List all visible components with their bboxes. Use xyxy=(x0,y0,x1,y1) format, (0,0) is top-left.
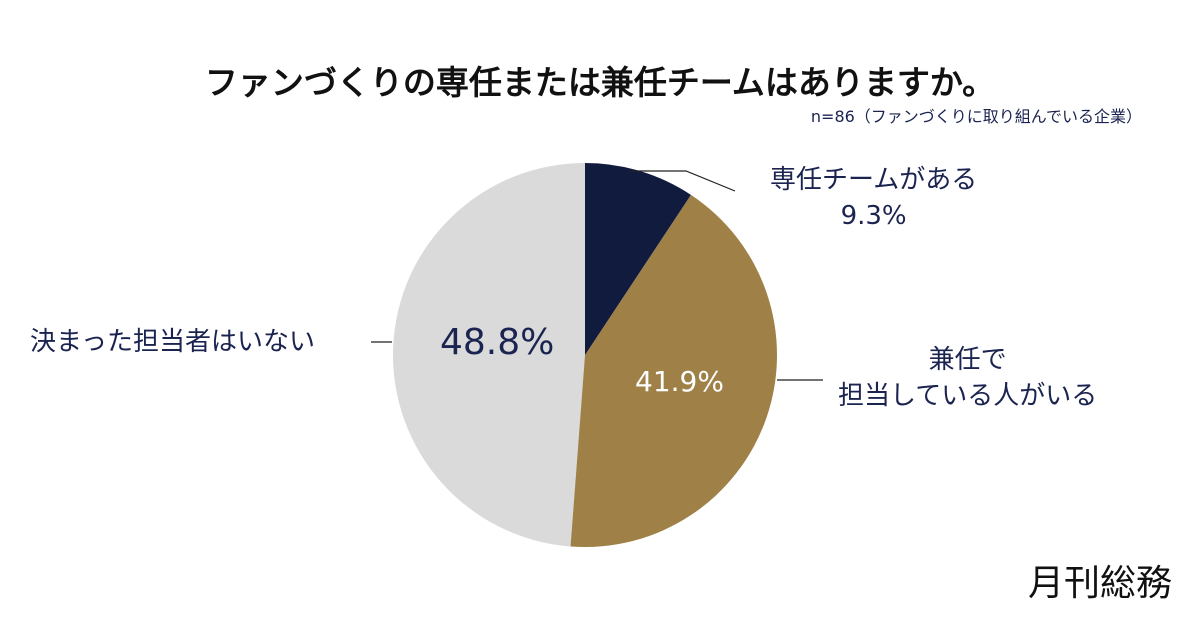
pie-slice-1 xyxy=(570,194,778,548)
label-dedicated: 専任チームがある 9.3% xyxy=(770,162,977,234)
label-concurrent-name-2: 担当している人がいる xyxy=(838,381,1098,411)
pie-slice-0 xyxy=(585,163,691,355)
value-none: 48.8% xyxy=(440,322,555,363)
label-concurrent-name-1: 兼任で xyxy=(928,345,1007,375)
label-dedicated-value: 9.3% xyxy=(840,201,907,231)
label-dedicated-name: 専任チームがある xyxy=(770,165,978,195)
value-concurrent: 41.9% xyxy=(635,365,724,398)
leader-line-0 xyxy=(630,170,736,192)
sample-note: n=86（ファンづくりに取り組んでいる企業） xyxy=(810,107,1142,126)
label-concurrent: 兼任で 担当している人がいる xyxy=(838,342,1097,414)
label-none: 決まった担当者はいない xyxy=(30,327,315,357)
logo: 月刊総務 xyxy=(1027,563,1172,604)
chart-title: ファンづくりの専任または兼任チームはありますか。 xyxy=(204,63,996,102)
pie-slice-2 xyxy=(392,163,585,547)
